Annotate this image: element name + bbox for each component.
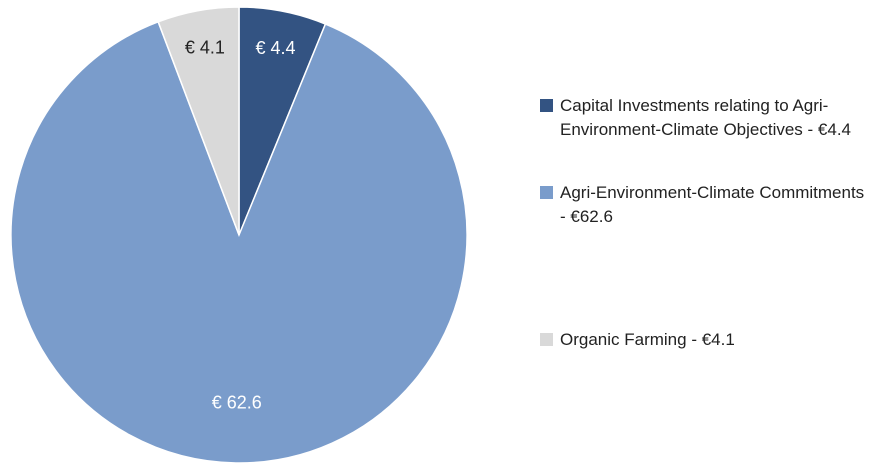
legend-label: Organic Farming - €4.1 bbox=[560, 330, 735, 349]
legend-swatch bbox=[540, 333, 553, 346]
pie-slice bbox=[157, 6, 240, 236]
legend-item: Organic Farming - €4.1 bbox=[540, 328, 870, 352]
data-label: € 62.6 bbox=[212, 392, 262, 412]
data-label: € 4.4 bbox=[256, 38, 296, 58]
legend-item: Capital Investments relating to Agri-Env… bbox=[540, 94, 870, 142]
legend-label: Capital Investments relating to Agri-Env… bbox=[560, 96, 852, 139]
data-label: € 4.1 bbox=[185, 38, 225, 58]
legend-swatch bbox=[540, 186, 553, 199]
legend-item: Agri-Environment-Climate Commitments - €… bbox=[540, 181, 870, 229]
legend-swatch bbox=[540, 99, 553, 112]
legend-label: Agri-Environment-Climate Commitments - €… bbox=[560, 183, 865, 226]
